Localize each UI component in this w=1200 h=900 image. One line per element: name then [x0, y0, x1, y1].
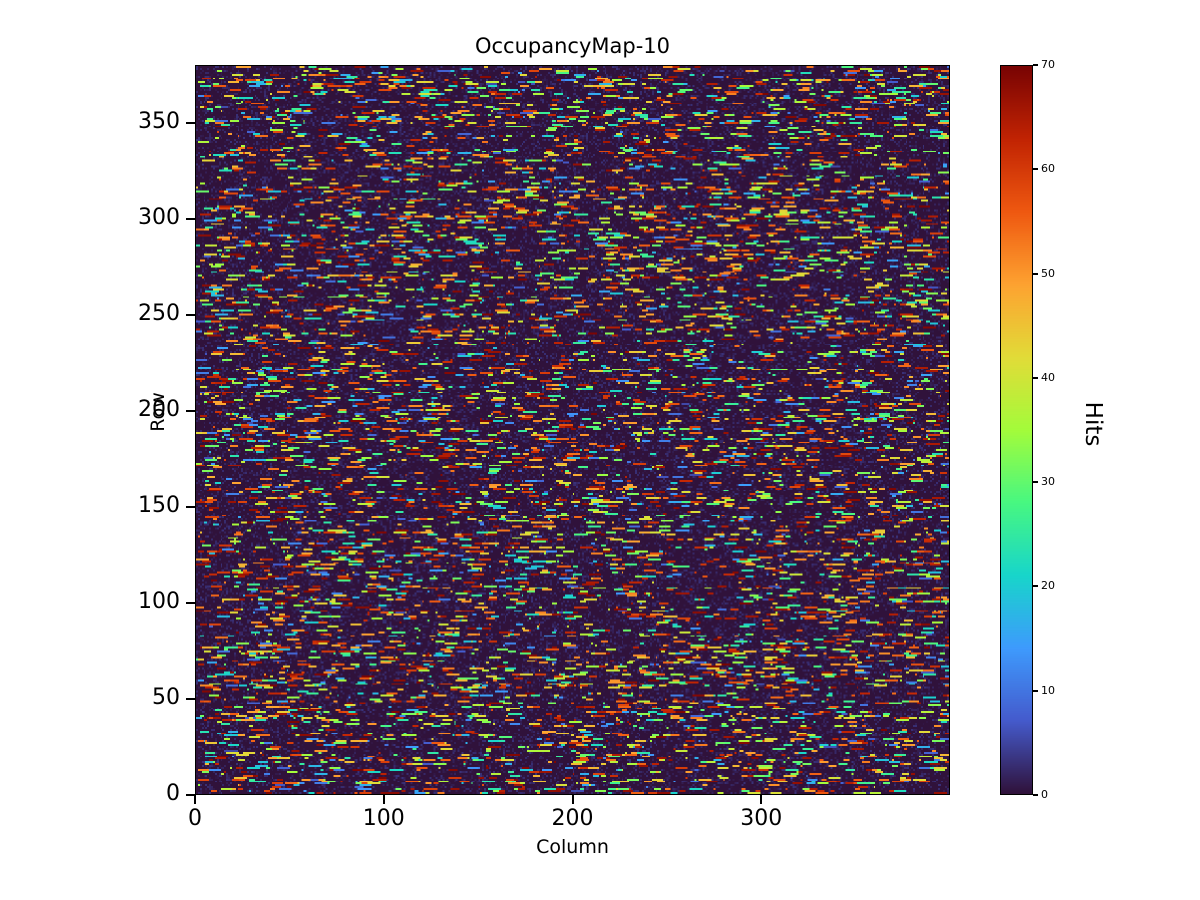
colorbar-tick-mark [1033, 376, 1038, 379]
y-tick-label: 350 [138, 108, 180, 134]
colorbar-tick-label: 50 [1041, 266, 1055, 280]
chart-title: OccupancyMap-10 [474, 34, 671, 58]
y-tick-mark [186, 409, 195, 412]
colorbar-tick-mark [1033, 272, 1038, 275]
y-tick-label: 150 [138, 492, 180, 518]
y-tick-label: 300 [138, 204, 180, 230]
colorbar-tick-label: 10 [1041, 683, 1055, 697]
x-tick-mark [194, 795, 196, 804]
x-tick-label: 100 [362, 806, 405, 831]
colorbar-tick-label: 40 [1041, 370, 1055, 384]
y-axis-label: Row [147, 392, 169, 432]
plot-area [195, 65, 950, 795]
colorbar-tick-mark [1033, 481, 1038, 484]
y-tick-mark [186, 313, 195, 316]
colorbar-tick-mark [1033, 64, 1038, 66]
colorbar-tick-label: 70 [1041, 58, 1055, 71]
colorbar-tick-label: 0 [1041, 788, 1048, 801]
colorbar-tick-mark [1033, 585, 1038, 588]
colorbar-tick-mark [1033, 168, 1038, 171]
y-tick-label: 250 [138, 300, 180, 326]
colorbar [1000, 65, 1033, 795]
y-tick-label: 50 [152, 684, 180, 710]
y-tick-label: 100 [138, 588, 180, 614]
y-tick-label: 0 [166, 781, 180, 806]
x-tick-label: 200 [551, 806, 594, 831]
colorbar-tick-label: 30 [1041, 475, 1055, 489]
x-tick-label: 300 [740, 806, 783, 831]
colorbar-tick-label: 60 [1041, 162, 1055, 176]
y-tick-mark [186, 697, 195, 700]
colorbar-canvas [1001, 66, 1032, 794]
x-axis-label: Column [536, 836, 609, 858]
y-tick-mark [186, 121, 195, 124]
x-tick-mark [382, 795, 385, 804]
y-tick-label: 200 [138, 396, 180, 422]
x-tick-mark [760, 795, 763, 804]
y-tick-mark [186, 505, 195, 508]
colorbar-tick-mark [1033, 689, 1038, 692]
colorbar-tick-mark [1033, 794, 1038, 796]
colorbar-label: Hits [1080, 401, 1106, 447]
colorbar-tick-label: 20 [1041, 579, 1055, 593]
x-tick-mark [571, 795, 574, 804]
y-tick-mark [186, 217, 195, 220]
heatmap-canvas [196, 66, 949, 794]
y-tick-mark [186, 601, 195, 604]
x-tick-label: 0 [188, 806, 202, 831]
y-tick-mark [186, 794, 195, 796]
